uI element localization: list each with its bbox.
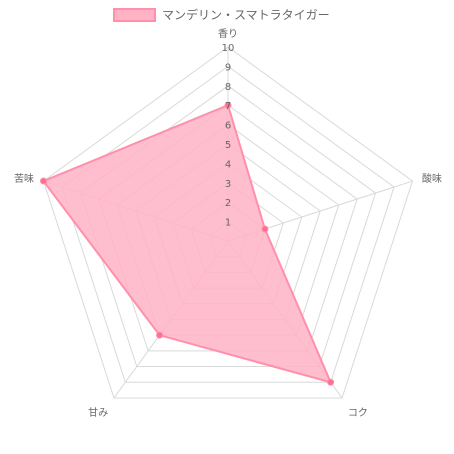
tick-label-4: 4 — [225, 159, 231, 170]
tick-label-9: 9 — [225, 62, 231, 73]
axis-label-4: 甘み — [88, 406, 108, 419]
tick-label-2: 2 — [225, 198, 231, 209]
tick-label-1: 1 — [225, 218, 231, 229]
tick-label-7: 7 — [225, 101, 231, 112]
data-point-甘み[interactable] — [156, 331, 164, 339]
axis-label-1: 香り — [218, 28, 238, 40]
axis-label-2: 酸味 — [422, 172, 442, 185]
axis-label-3: コク — [348, 407, 368, 419]
legend[interactable]: マンデリン・スマトラタイガー — [113, 7, 330, 22]
legend-label[interactable]: マンデリン・スマトラタイガー — [162, 7, 330, 22]
data-point-苦味[interactable] — [39, 177, 47, 185]
axis-label-5: 苦味 — [14, 172, 34, 185]
tick-label-6: 6 — [225, 121, 231, 132]
series-layer — [39, 101, 335, 386]
data-point-コク[interactable] — [327, 378, 335, 386]
grid-ring-10 — [42, 46, 414, 399]
data-point-酸味[interactable] — [261, 225, 269, 233]
series-area — [41, 103, 333, 384]
tick-label-5: 5 — [225, 140, 231, 151]
tick-label-3: 3 — [225, 179, 231, 190]
tick-label-10: 10 — [222, 43, 235, 54]
tick-label-8: 8 — [225, 82, 231, 93]
tick-labels: 1 2 3 4 5 6 7 8 9 10 — [222, 43, 235, 229]
legend-swatch[interactable] — [113, 8, 156, 22]
data-point-香り[interactable] — [224, 101, 232, 109]
